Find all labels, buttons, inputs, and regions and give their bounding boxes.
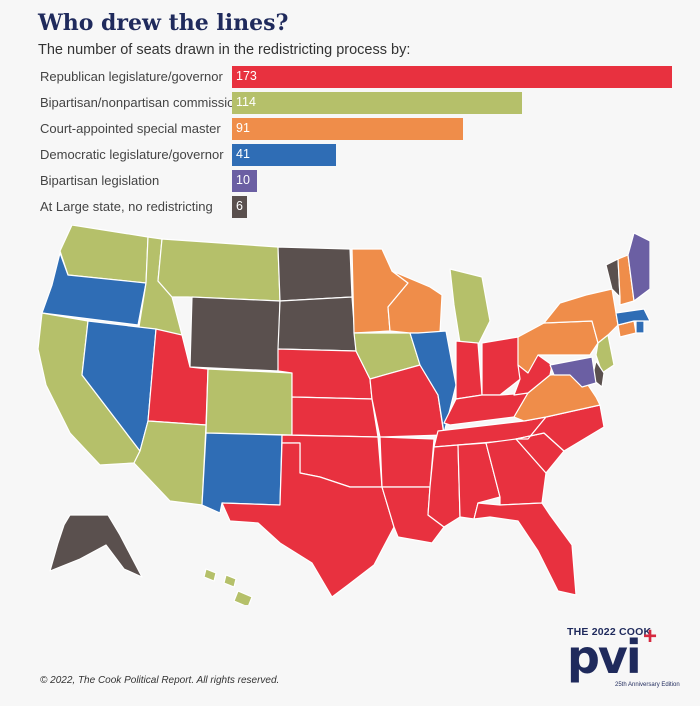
state-nh [617,254,635,306]
state-wy [189,296,281,372]
plus-icon: + [643,623,658,650]
state-hi [203,568,253,605]
state-nj [595,334,615,374]
bar-category-label: Bipartisan/nonpartisan commission [40,95,242,110]
state-fl [473,502,577,596]
us-map [37,225,650,605]
bar [232,196,248,218]
state-il [409,330,457,434]
bar-category-label: Court-appointed special master [40,121,221,136]
bar-category-label: Democratic legislature/governor [40,147,224,162]
bar [232,144,337,166]
bar [232,92,522,114]
bar [232,118,464,140]
state-az [133,420,207,506]
bar-category-label: At Large state, no redistricting [40,199,213,214]
state-ri [635,320,645,334]
bar-value-label: 173 [236,69,257,83]
bar [232,170,258,192]
state-ne [277,348,373,400]
bar-category-label: Republican legislature/governor [40,69,223,84]
bar-row: Republican legislature/governor 173 [0,66,700,88]
state-ks [291,396,379,438]
state-nm [201,432,283,514]
state-oh [481,336,529,396]
bar-category-label: Bipartisan legislation [40,173,160,188]
state-ar [379,436,435,488]
bar-row: Bipartisan/nonpartisan commission 114 [0,92,700,114]
bar-value-label: 6 [236,199,243,213]
bar-row: Court-appointed special master 91 [0,118,700,140]
state-wa [59,225,149,284]
state-nd [277,246,353,302]
logo-main-text: pvi [567,630,642,684]
bar-value-label: 114 [236,95,256,109]
bar-row: Democratic legislature/governor 41 [0,144,700,166]
bar [232,66,672,88]
state-md [549,356,597,388]
state-me [627,232,650,302]
bar-value-label: 91 [236,121,250,135]
bar-row: Bipartisan legislation 10 [0,170,700,192]
logo-sub-text: 25th Anniversary Edition [615,682,680,688]
chart-subtitle: The number of seats drawn in the redistr… [38,42,411,58]
state-or [41,252,147,326]
state-mt [157,238,281,302]
state-ms [427,444,461,528]
logo-top-text: THE 2022 COOK [567,626,652,638]
chart-title: Who drew the lines? [38,10,289,36]
state-sd [277,296,357,352]
bar-row: At Large state, no redistricting 6 [0,196,700,218]
state-in [455,340,483,400]
state-co [205,368,293,436]
state-ak [49,514,143,578]
bar-value-label: 10 [236,173,250,187]
bar-value-label: 41 [236,147,250,161]
state-ma [615,308,650,326]
cook-pvi-logo: THE 2022 COOK + pvi 25th Anniversary Edi… [565,623,680,693]
copyright-text: © 2022, The Cook Political Report. All r… [40,675,280,686]
state-mi [449,268,491,346]
